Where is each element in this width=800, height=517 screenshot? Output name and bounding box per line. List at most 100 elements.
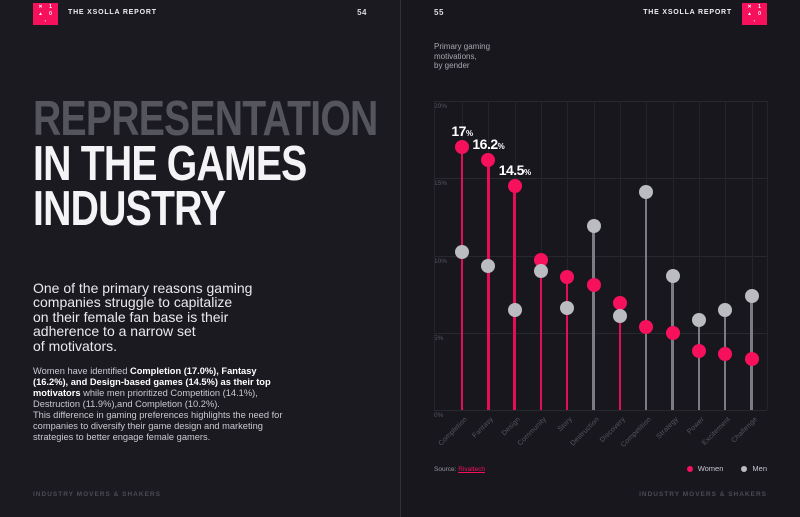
chart-legend: Women Men	[686, 464, 767, 473]
xsolla-logo-icon: ✕ 1 ▴ 0 ▪	[742, 3, 767, 25]
gridline-v	[567, 101, 569, 410]
gridline-v	[672, 101, 674, 410]
lead-line: on their female fan base is their	[33, 308, 229, 325]
chart-dot-men-excitement	[718, 302, 733, 317]
chart-dot-men-fantasy	[481, 259, 496, 274]
chart-dot-men-challenge	[744, 288, 759, 303]
gridline-v	[434, 101, 435, 410]
chart-title-line: motivations,	[434, 51, 477, 61]
source-label: Source:	[434, 466, 457, 473]
logo-glyph: ✕	[38, 3, 43, 10]
men-swatch-icon	[741, 465, 748, 472]
article-title: REPRESENTATION IN THE GAMES INDUSTRY	[33, 92, 464, 236]
gridline-h	[434, 255, 767, 257]
chart-dot-men-community	[533, 263, 548, 278]
body-paragraph-2: This difference in gaming preferences hi…	[33, 410, 283, 442]
body-paragraph-1: Women have identified Completion (17.0%)…	[33, 366, 289, 410]
legend-label: Men	[752, 464, 767, 473]
body-text-bold: Completion (17.0%), Fantasy (16.2%), and…	[33, 366, 271, 398]
chart-stem-community	[539, 260, 543, 410]
chart-dot-women-competition	[639, 319, 654, 334]
chart-title-line: Primary gaming	[434, 42, 491, 51]
chart-stem-discovery	[618, 303, 622, 410]
chart-dot-men-story	[560, 301, 575, 316]
data-label-completion: 17%	[451, 123, 473, 140]
chart-dot-women-destruction	[586, 277, 601, 292]
gridline-h	[434, 101, 767, 102]
lead-line: adherence to a narrow set	[33, 323, 196, 340]
title-line-1: REPRESENTATION	[33, 92, 378, 146]
chart-dot-men-destruction	[586, 219, 601, 234]
logo-glyph: ▪	[44, 18, 47, 24]
chart-dot-men-power	[691, 313, 706, 328]
page-right: 55 THE XSOLLA REPORT ✕ 1 ▴ 0 ▪ Primary gamin…	[400, 0, 800, 517]
chart-stem-strategy	[671, 275, 674, 410]
logo-glyph: ▴	[39, 10, 42, 17]
legend-item-women: Women	[686, 464, 724, 473]
chart-stem-completion	[460, 147, 464, 410]
logo-glyph: ▪	[753, 18, 756, 24]
y-axis-tick: 20%	[434, 103, 448, 110]
chart-dot-women-challenge	[744, 352, 759, 366]
chart-dot-women-completion	[455, 140, 469, 155]
footer-right: INDUSTRY MOVERS & SHAKERS	[639, 491, 767, 498]
data-label-design: 14.5%	[498, 161, 531, 178]
data-label-fantasy: 16.2%	[472, 135, 505, 152]
chart-dot-men-completion	[455, 245, 469, 260]
chart-dot-men-discovery	[612, 308, 627, 323]
lead-line: of motivators.	[33, 337, 118, 354]
lead-line: companies struggle to capitalize	[33, 294, 233, 311]
body-paragraph: Women have identified Completion (17.0%)…	[33, 366, 289, 443]
y-axis-tick: 10%	[434, 257, 448, 265]
chart-stem-story	[566, 277, 569, 410]
legend-label: Women	[697, 464, 724, 473]
page-number: 54	[357, 8, 367, 17]
chart-title: Primary gaming motivations, by gender	[434, 42, 490, 71]
chart-stem-power	[697, 320, 701, 410]
chart-source: Source: Rivaltech	[434, 466, 485, 473]
chart-stem-design	[513, 185, 516, 410]
chart-dot-men-strategy	[665, 268, 680, 283]
logo-glyph: 1	[758, 3, 761, 10]
header-brand: THE XSOLLA REPORT	[643, 9, 732, 16]
lead-line: One of the primary reasons gaming	[33, 280, 253, 296]
chart-dot-women-power	[691, 344, 706, 359]
y-axis-tick: 0%	[434, 412, 444, 419]
chart-dot-men-competition	[639, 185, 654, 200]
legend-item-men: Men	[741, 464, 767, 473]
logo-glyph: 0	[49, 10, 52, 17]
gridline-v	[619, 101, 621, 410]
logo-glyph: ▴	[748, 10, 751, 17]
chart-dot-men-design	[507, 302, 522, 317]
logo-glyph: 1	[49, 3, 52, 10]
chart-stem-destruction	[592, 226, 595, 410]
page-number: 55	[434, 8, 444, 17]
lead-paragraph: One of the primary reasons gaming compan…	[33, 281, 252, 353]
chart-dot-women-excitement	[718, 347, 733, 362]
logo-glyph: ✕	[747, 3, 752, 10]
title-line-3: INDUSTRY	[33, 182, 226, 236]
gridline-h	[434, 332, 767, 334]
chart-stem-competition	[645, 192, 648, 410]
xsolla-logo-icon: ✕ 1 ▴ 0 ▪	[33, 3, 58, 25]
chart-dot-women-community	[533, 253, 548, 268]
chart-dot-women-design	[507, 178, 522, 193]
chart-dot-women-strategy	[665, 325, 680, 340]
y-axis-tick: 5%	[434, 334, 444, 342]
source-link[interactable]: Rivaltech	[458, 466, 485, 473]
women-swatch-icon	[686, 465, 693, 472]
gridline-h	[434, 410, 767, 411]
body-text: while men prioritized Competition (14.1%…	[33, 388, 258, 409]
y-axis-tick: 15%	[434, 180, 448, 188]
gridline-v	[767, 101, 768, 410]
chart-dot-women-discovery	[612, 296, 627, 311]
logo-glyph: 0	[758, 10, 761, 17]
body-text: Women have identified	[33, 366, 130, 376]
chart-dot-women-story	[560, 270, 575, 285]
footer-left: INDUSTRY MOVERS & SHAKERS	[33, 491, 161, 498]
page-left: ✕ 1 ▴ 0 ▪ THE XSOLLA REPORT 54 REPRESENTATIO…	[0, 0, 400, 517]
header-brand: THE XSOLLA REPORT	[68, 9, 157, 16]
title-line-2: IN THE GAMES	[33, 137, 307, 191]
gridline-v	[725, 101, 727, 410]
